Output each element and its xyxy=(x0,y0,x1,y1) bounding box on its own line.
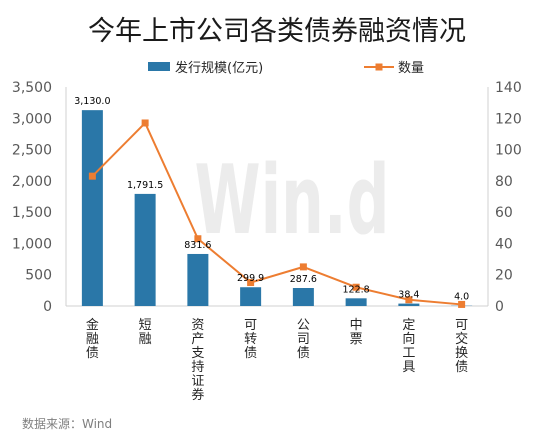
category-label: 金融债 xyxy=(86,317,99,361)
right-axis-tick-label: 140 xyxy=(495,80,522,96)
legend: 发行规模(亿元) 数量 xyxy=(148,60,424,76)
bar-data-label: 299.9 xyxy=(237,273,264,284)
count-marker xyxy=(247,279,255,287)
left-axis-tick-label: 3,500 xyxy=(12,80,52,96)
category-label: 可交换债 xyxy=(455,318,468,375)
category-label: 公司债 xyxy=(297,318,310,361)
right-axis-tick-label: 60 xyxy=(495,205,513,221)
chart-title: 今年上市公司各类债券融资情况 xyxy=(88,16,466,47)
bar xyxy=(398,303,420,306)
category-label: 中票 xyxy=(350,318,363,347)
left-axis-tick-label: 2,500 xyxy=(12,143,52,159)
bars xyxy=(81,110,473,306)
category-label: 资产支持证券 xyxy=(191,318,204,403)
left-axis-tick-label: 2,000 xyxy=(12,174,52,190)
bar-data-label: 38.4 xyxy=(398,290,419,301)
right-axis-tick-label: 80 xyxy=(495,174,513,190)
data-source: 数据来源：Wind xyxy=(22,416,112,431)
left-axis-tick-label: 500 xyxy=(25,268,52,284)
right-axis-tick-label: 100 xyxy=(495,143,522,159)
legend-bar-label: 发行规模(亿元) xyxy=(175,60,263,76)
bar-data-label: 3,130.0 xyxy=(74,96,110,107)
bar-data-label: 831.6 xyxy=(184,240,211,251)
left-axis-tick-label: 1,000 xyxy=(12,236,52,252)
bar xyxy=(81,110,103,306)
category-labels: 金融债 短融 资产支持证券 可转债 公司债 中票 定向工具 可交换债 xyxy=(86,317,468,403)
count-marker xyxy=(88,172,96,180)
bar-data-label: 1,791.5 xyxy=(127,180,163,191)
category-label: 可转债 xyxy=(244,318,257,361)
count-line xyxy=(88,119,466,308)
left-axis-tick-label: 3,000 xyxy=(12,111,52,127)
legend-line-label: 数量 xyxy=(398,61,424,76)
count-line-path xyxy=(91,121,462,306)
count-marker xyxy=(405,296,413,304)
right-axis-tick-label: 20 xyxy=(495,268,513,284)
category-label: 定向工具 xyxy=(402,318,415,375)
legend-line-marker xyxy=(375,63,383,71)
bar xyxy=(292,288,314,306)
count-marker xyxy=(141,119,149,127)
bar-data-label: 287.6 xyxy=(290,274,317,285)
bar xyxy=(134,193,156,306)
right-axis-tick-label: 40 xyxy=(495,236,513,252)
bar-data-label: 122.8 xyxy=(343,284,370,295)
right-axis-tick-label: 120 xyxy=(495,111,522,127)
legend-bar-swatch xyxy=(148,62,170,71)
left-axis-tick-label: 0 xyxy=(43,299,52,315)
bar-data-labels: 3,130.0 1,791.5 831.6 299.9 287.6 122.8 38.4 4.… xyxy=(74,96,469,303)
count-marker xyxy=(352,283,360,291)
bar xyxy=(345,298,367,306)
category-label: 短融 xyxy=(139,318,152,347)
count-marker xyxy=(299,263,307,271)
bar xyxy=(187,253,209,306)
watermark: Win.d xyxy=(195,146,390,256)
count-marker xyxy=(458,300,466,308)
left-axis-tick-label: 1,500 xyxy=(12,205,52,221)
bar xyxy=(240,287,262,306)
count-marker xyxy=(194,235,202,243)
bar-data-label: 4.0 xyxy=(454,292,469,303)
right-axis-tick-label: 0 xyxy=(495,299,504,315)
left-axis-tick-labels: 0 500 1,000 1,500 2,000 2,500 3,000 3,500 xyxy=(12,80,52,315)
right-axis-tick-labels: 0 20 40 60 80 100 120 140 xyxy=(495,80,522,315)
